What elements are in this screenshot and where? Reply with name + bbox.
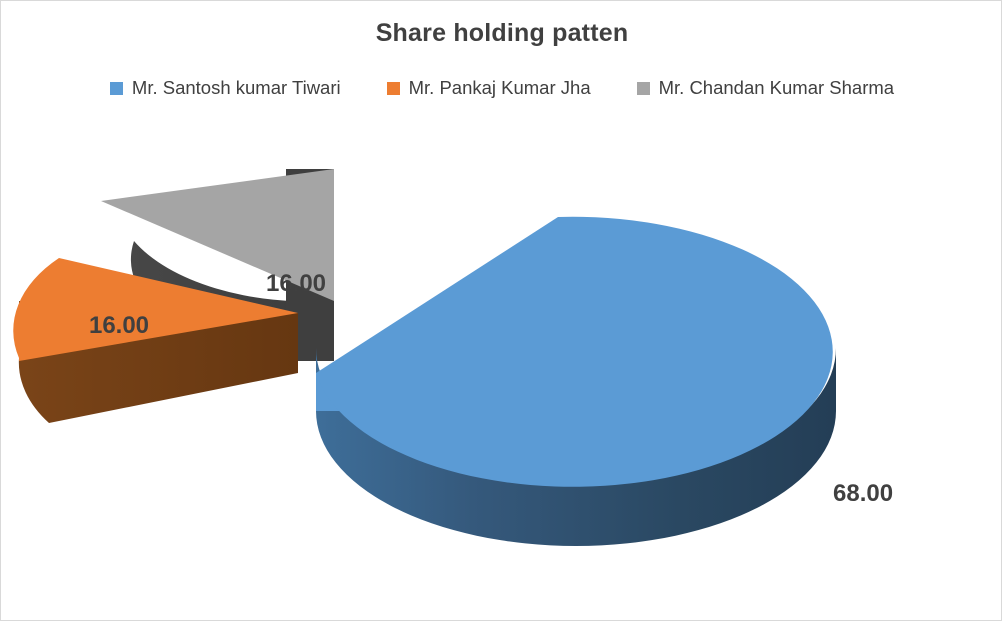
pie-chart-svg: 16.00 16.00 68.00: [13, 169, 893, 546]
legend-swatch-blue-icon: [109, 81, 123, 95]
plot-area: 16.00 16.00 68.00: [1, 111, 1002, 621]
chart-title: Share holding patten: [375, 19, 629, 47]
pie-slice-pankaj-kumar-jha[interactable]: [13, 258, 298, 423]
legend-label-chandan-kumar-sharma: Mr. Chandan Kumar Sharma: [658, 77, 895, 98]
pie-slice-santosh-kumar-tiwari[interactable]: [316, 216, 836, 546]
pie-slice-blue-left-wall: [316, 217, 558, 411]
chart-legend: Mr. Santosh kumar Tiwari Mr. Pankaj Kuma…: [1, 77, 1002, 99]
legend-label-santosh-kumar-tiwari: Mr. Santosh kumar Tiwari: [131, 77, 341, 98]
pie-slice-orange-top: [13, 258, 298, 361]
data-label-pankaj-kumar-jha: 16.00: [89, 312, 149, 339]
pie-slice-blue-side: [316, 348, 836, 546]
legend-item-santosh-kumar-tiwari[interactable]: Mr. Santosh kumar Tiwari: [109, 77, 341, 99]
data-label-chandan-kumar-sharma: 16.00: [266, 270, 326, 297]
pie-slice-gray-top: [101, 169, 334, 301]
legend-swatch-gray-icon: [636, 81, 650, 95]
legend-swatch-orange-icon: [386, 81, 400, 95]
legend-label-pankaj-kumar-jha: Mr. Pankaj Kumar Jha: [408, 77, 591, 98]
legend-item-pankaj-kumar-jha[interactable]: Mr. Pankaj Kumar Jha: [386, 77, 591, 99]
pie-slice-blue-top: [316, 216, 833, 487]
data-label-santosh-kumar-tiwari: 68.00: [833, 480, 893, 507]
legend-item-chandan-kumar-sharma[interactable]: Mr. Chandan Kumar Sharma: [636, 77, 895, 99]
